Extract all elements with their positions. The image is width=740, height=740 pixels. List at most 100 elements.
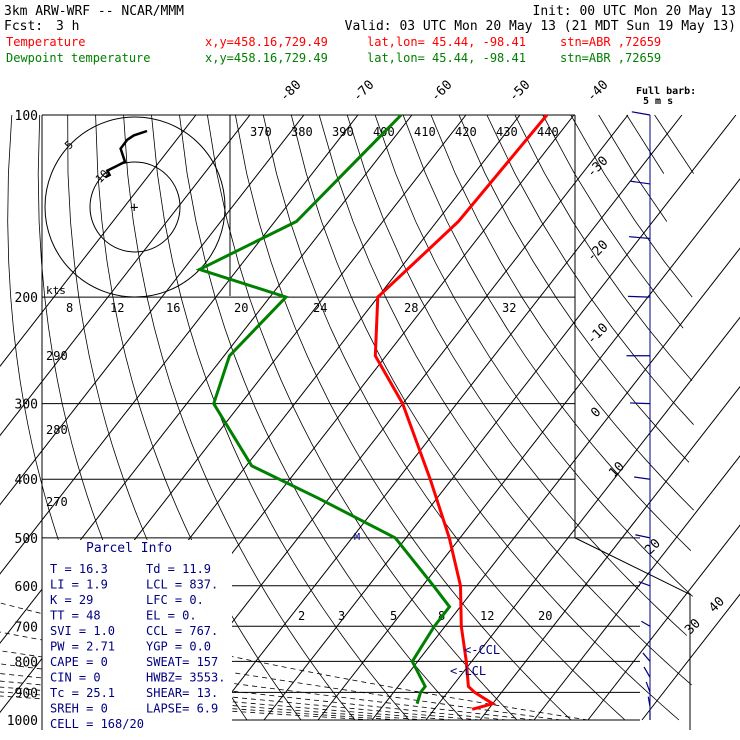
- pressure-axis-labels: 100 200 300 400 500 600 700 800 900 1000: [7, 109, 38, 729]
- valid-time: Valid: 03 UTC Mon 20 May 13 (21 MDT Sun …: [345, 19, 736, 34]
- isotherm-lines: [0, 114, 740, 721]
- parcel-row-left: LI = 1.9: [50, 578, 108, 592]
- theta-side-label: 280: [46, 423, 68, 437]
- parcel-marker: M: [354, 532, 360, 543]
- dry-adiabat-line: [346, 114, 688, 636]
- parcel-info-box: Parcel Info T = 16.3 Td = 11.9 LI = 1.9 LCL…: [42, 540, 232, 731]
- parcel-info-rows: T = 16.3 Td = 11.9 LI = 1.9 LCL = 837. K = 2…: [50, 562, 225, 731]
- wind-barb: [629, 402, 651, 405]
- isotherm-line: [641, 593, 740, 721]
- parcel-row-left: T = 16.3: [50, 562, 108, 576]
- temperature-tick-label: -10: [584, 321, 611, 348]
- pressure-label: 900: [15, 686, 38, 701]
- wind-barb: [635, 534, 651, 539]
- dry-adiabat-line: [570, 114, 693, 298]
- theta-labels: 370 380 390 400 410 420 430 440: [250, 125, 559, 139]
- isotherm-line: [317, 178, 740, 721]
- dry-adiabat-line: [235, 114, 572, 721]
- mixing-ratio-label: 12: [480, 609, 494, 623]
- temp-legend-xy: x,y=458.16,729.49: [205, 35, 328, 49]
- isotherm-line: [425, 316, 740, 721]
- temperature-tick-label: 10: [606, 459, 628, 481]
- dry-adiabat-line: [151, 114, 410, 721]
- speed-label: 12: [110, 301, 124, 315]
- dry-adiabat-line: [262, 114, 626, 721]
- dry-adiabat-line: [430, 114, 694, 511]
- temperature-tick-label: -70: [350, 78, 377, 105]
- parcel-row-right: SHEAR= 13.: [146, 686, 218, 700]
- temperature-tick-label: 40: [706, 594, 728, 616]
- theta-side-label: 290: [46, 349, 68, 363]
- wind-barb: [642, 652, 651, 662]
- dry-adiabat-line: [542, 114, 684, 329]
- wind-barb: [641, 620, 651, 627]
- pressure-label: 400: [15, 473, 38, 488]
- isotherm-line: [0, 114, 359, 575]
- parcel-row-left: SREH = 0: [50, 702, 108, 716]
- dew-legend-xy: x,y=458.16,729.49: [205, 51, 328, 65]
- frame-diagonal: [574, 537, 691, 595]
- pressure-label: 600: [15, 580, 38, 595]
- dewpoint-profile: [195, 113, 452, 705]
- speed-label: 8: [66, 301, 73, 315]
- dry-adiabat-line: [402, 114, 692, 551]
- barb-legend-line1: Full barb:: [636, 86, 696, 97]
- theta-label: 410: [414, 125, 436, 139]
- temp-legend-label: Temperature: [6, 35, 85, 49]
- hodograph-unit: kts: [46, 284, 66, 297]
- mixing-ratio-label: 3: [338, 609, 345, 623]
- dew-legend-stn: stn=ABR ,72659: [560, 51, 661, 65]
- parcel-row-left: CIN = 0: [50, 671, 101, 685]
- isotherm-line: [263, 114, 737, 721]
- wind-barb-column: [626, 111, 651, 720]
- speed-label: 20: [234, 301, 248, 315]
- parcel-row-left: SVI = 1.0: [50, 624, 115, 638]
- pressure-label: 100: [15, 109, 38, 124]
- temperature-tick-label: -80: [277, 78, 304, 105]
- parcel-info-title: Parcel Info: [86, 541, 172, 556]
- mixing-ratio-label: 20: [538, 609, 552, 623]
- pressure-label: 300: [15, 398, 38, 413]
- speed-label: 24: [313, 301, 327, 315]
- parcel-row-right: Td = 11.9: [146, 562, 211, 576]
- pressure-label: 700: [15, 620, 38, 635]
- temperature-tick-label: 20: [642, 536, 664, 558]
- parcel-row-right: LFC = 0.: [146, 593, 204, 607]
- hodograph-trace: [104, 129, 148, 179]
- temp-legend-latlon: lat,lon= 45.44, -98.41: [367, 35, 526, 49]
- mixing-ratio-label: 5: [390, 609, 397, 623]
- parcel-row-left: Tc = 25.1: [50, 686, 115, 700]
- temperature-tick-label: -50: [506, 78, 533, 105]
- temperature-tick-label: 0: [588, 405, 604, 421]
- wind-barb: [630, 180, 651, 185]
- barb-legend-line2: 5 m s: [643, 96, 673, 107]
- isotherm-line: [533, 455, 740, 721]
- isotherm-line: [0, 114, 197, 367]
- temperature-profile: [373, 114, 549, 711]
- dry-adiabat-line: [514, 114, 693, 382]
- parcel-row-right: LCL = 837.: [146, 578, 218, 592]
- pressure-label: 500: [15, 532, 38, 547]
- wind-barb: [634, 476, 651, 480]
- parcel-info-background: [42, 540, 232, 730]
- hodograph-cross: +: [130, 200, 138, 216]
- speed-label: 16: [166, 301, 180, 315]
- temp-legend-stn: stn=ABR ,72659: [560, 35, 661, 49]
- pressure-label: 800: [15, 655, 38, 670]
- theta-label: 420: [455, 125, 477, 139]
- isotherm-line: [0, 114, 305, 506]
- dew-legend-latlon: lat,lon= 45.44, -98.41: [367, 51, 526, 65]
- model-title: 3km ARW-WRF -- NCAR/MMM: [4, 4, 184, 19]
- hodograph-outer-ring: [44, 116, 226, 298]
- dry-adiabat-line: [654, 114, 694, 174]
- parcel-row-left: K = 29: [50, 593, 93, 607]
- fcst-label: Fcst:: [4, 19, 43, 34]
- dry-adiabat-line: [318, 114, 692, 686]
- moist-adiabat-line: [0, 602, 589, 721]
- dry-adiabat-line: [179, 114, 464, 721]
- theta-side-label: 270: [46, 495, 68, 509]
- theta-label: 440: [537, 125, 559, 139]
- dry-adiabat-line: [486, 114, 694, 425]
- isotherm-line: [371, 247, 740, 721]
- wind-barb: [631, 111, 651, 116]
